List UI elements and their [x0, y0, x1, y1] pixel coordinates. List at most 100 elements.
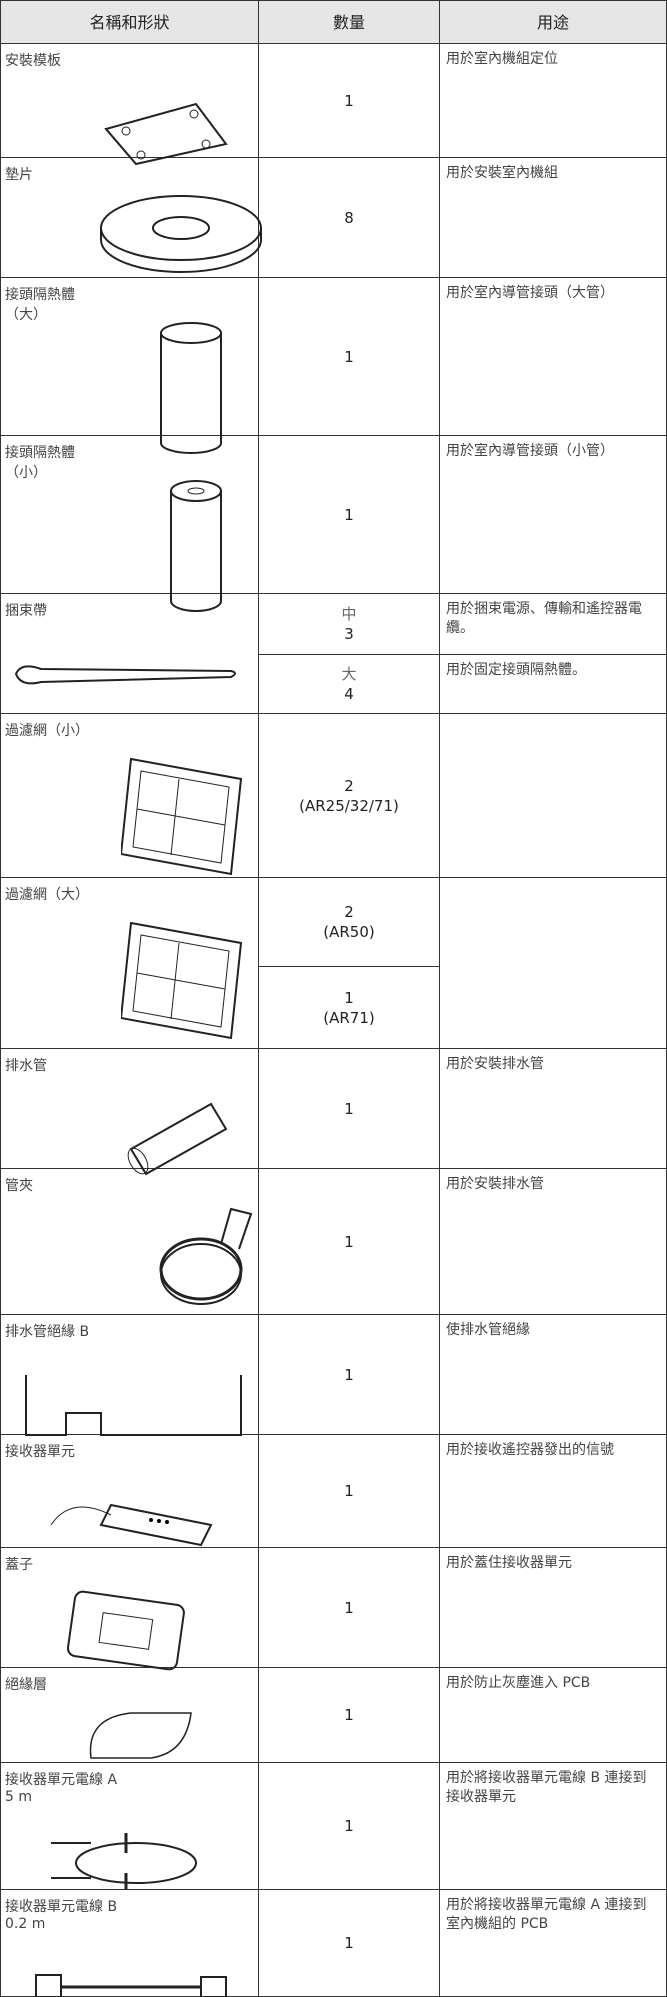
usage-cell [440, 714, 667, 878]
illustration [119, 913, 251, 1047]
text: 中 [341, 605, 357, 623]
text: 8 [344, 208, 354, 227]
illustration [51, 1588, 201, 1682]
usage-cell: 用於室內機組定位 [440, 44, 667, 158]
text: 用於固定接頭隔熱體。 [446, 662, 586, 678]
usage-cell: 用於安裝排水管 [440, 1049, 667, 1169]
usage-cell: 使排水管絕緣 [440, 1315, 667, 1435]
text: 用於防止灰塵進入 PCB [446, 1675, 591, 1691]
usage-cell: 用於安裝室內機組 [440, 158, 667, 278]
illustration [41, 1818, 201, 1902]
usage-cell: 用於室內導管接頭（大管） [440, 278, 667, 436]
name-cell: 捆束帶 [0, 594, 259, 714]
text: 1 [344, 1934, 354, 1952]
quantity-cell: 1 [259, 44, 440, 158]
text: 接收器單元 [5, 1444, 75, 1460]
text: 4 [344, 685, 354, 703]
text: 過濾網（小） [5, 723, 89, 739]
name-cell: 墊片 [0, 158, 262, 278]
name-cell: 接頭隔熱體 （大） [0, 278, 259, 454]
name-cell: 過濾網（小） [0, 714, 259, 878]
name-cell: 接收器單元電線 B 0.2 m [0, 1890, 259, 1997]
illustration [11, 654, 241, 698]
text: 排水管 [5, 1058, 47, 1074]
header-cell: 名稱和形狀 [0, 0, 259, 44]
text: （小） [5, 465, 47, 481]
text: 接頭隔熱體 [5, 445, 75, 461]
text: （大） [5, 307, 47, 323]
illustration [151, 1199, 261, 1323]
quantity-cell: 1 [259, 436, 440, 594]
text: 1 [344, 1232, 354, 1251]
text: 1 [344, 1482, 354, 1500]
text: 用於安裝排水管 [446, 1176, 544, 1192]
text: 3 [344, 625, 354, 643]
illustration [96, 188, 266, 282]
name-cell: 管夾 [0, 1169, 259, 1315]
header-cell: 用途 [440, 0, 667, 44]
illustration [119, 749, 251, 883]
text: 用於接收遙控器發出的信號 [446, 1442, 614, 1458]
text: 2 [344, 903, 354, 921]
text: 過濾網（大） [5, 887, 89, 903]
text: 5 m [5, 1789, 32, 1805]
name-cell: 排水管 [0, 1049, 259, 1176]
text: 1 [344, 1365, 354, 1384]
name-cell: 安裝模板 [0, 44, 259, 166]
text: (AR50) [323, 923, 375, 941]
text: 1 [344, 1706, 354, 1724]
quantity-cell: 1 [259, 1668, 440, 1763]
name-cell: 接頭隔熱體 （小） [0, 436, 259, 612]
text: 大 [341, 665, 357, 683]
text: 墊片 [5, 167, 33, 183]
text: 接頭隔熱體 [5, 287, 75, 303]
quantity-cell: 1 [259, 1548, 440, 1668]
illustration [41, 1480, 241, 1554]
quantity-cell: 2 (AR25/32/71) [259, 714, 440, 878]
text: 使排水管絕緣 [446, 1322, 530, 1338]
usage-cell [440, 878, 667, 1049]
usage-cell: 用於固定接頭隔熱體。 [440, 655, 667, 714]
text: 用於安裝排水管 [446, 1056, 544, 1072]
name-cell: 排水管絕緣 B [0, 1315, 259, 1436]
text: 排水管絕緣 B [5, 1324, 90, 1340]
quantity-cell: 1 [259, 1435, 440, 1548]
name-cell: 蓋子 [0, 1548, 259, 1671]
illustration [71, 1708, 201, 1772]
illustration [21, 1370, 251, 1444]
quantity-cell: 2 (AR50) [259, 878, 440, 967]
usage-cell: 用於接收遙控器發出的信號 [440, 1435, 667, 1548]
text: 用於室內機組定位 [446, 51, 558, 67]
usage-cell: 用於蓋住接收器單元 [440, 1548, 667, 1668]
text: 蓋子 [5, 1557, 33, 1573]
quantity-cell: 1 [259, 278, 440, 436]
quantity-cell: 1 [259, 1315, 440, 1435]
text: (AR25/32/71) [299, 796, 399, 815]
name-cell: 絕緣層 [0, 1668, 259, 1763]
text: 安裝模板 [5, 53, 61, 69]
quantity-cell: 1 [259, 1169, 440, 1315]
text: 用於將接收器單元電線 A 連接到室內機組的 PCB [446, 1897, 647, 1932]
usage-cell: 用於室內導管接頭（小管） [440, 436, 667, 594]
text: 絕緣層 [5, 1677, 47, 1693]
text: 1 [344, 347, 354, 366]
text: (AR71) [323, 1008, 375, 1027]
text: 用於捆束電源、傳輸和遙控器電纜。 [446, 601, 642, 636]
quantity-cell: 1 (AR71) [259, 967, 440, 1049]
quantity-cell: 1 [259, 1049, 440, 1169]
text: 用於室內導管接頭（大管） [446, 285, 614, 301]
usage-cell: 用於將接收器單元電線 A 連接到室內機組的 PCB [440, 1890, 667, 1997]
text: 1 [344, 1598, 354, 1617]
quantity-cell: 8 [259, 158, 440, 278]
usage-cell: 用於將接收器單元電線 B 連接到接收器單元 [440, 1763, 667, 1890]
illustration [151, 318, 231, 462]
text: 接收器單元電線 B [5, 1899, 118, 1915]
text: 用於蓋住接收器單元 [446, 1555, 572, 1571]
quantity-cell: 1 [259, 1890, 440, 1997]
text: 1 [344, 505, 354, 524]
text: 0.2 m [5, 1916, 46, 1932]
text: 1 [344, 91, 354, 110]
quantity-cell: 1 [259, 1763, 440, 1890]
